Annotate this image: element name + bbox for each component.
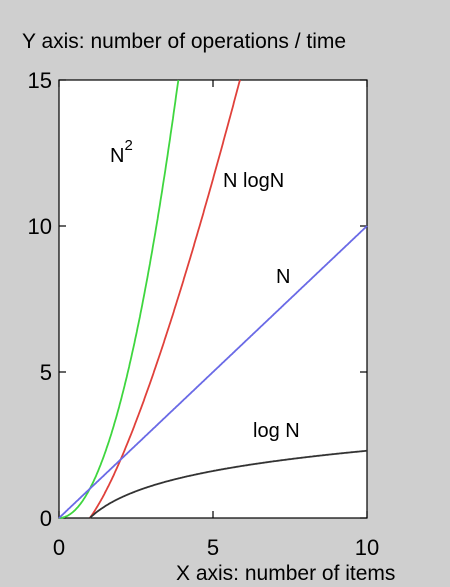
- series-label-log: log N: [253, 420, 300, 442]
- series-line-linear: [58, 225, 368, 519]
- tick-labels: 0 5 10 0 5 10 15: [28, 68, 380, 560]
- series-line-nlogn: [89, 79, 242, 519]
- plot-area: [58, 79, 368, 519]
- y-tick-label: 0: [40, 506, 52, 531]
- y-tick-label: 15: [28, 68, 52, 93]
- series-line-log: [89, 449, 367, 519]
- x-tick-label: 10: [355, 535, 379, 560]
- chart-title: Y axis: number of operations / time: [22, 30, 346, 53]
- axis-ticks: [58, 79, 368, 519]
- x-tick-label: 5: [207, 535, 219, 560]
- series-lines: [58, 79, 368, 519]
- x-tick-label: 0: [53, 535, 65, 560]
- series-label-nlogn: N logN: [223, 170, 284, 192]
- y-tick-label: 5: [40, 360, 52, 385]
- series-label-linear: N: [276, 266, 290, 288]
- x-axis-title: X axis: number of items: [176, 562, 395, 585]
- series-line-square: [59, 79, 180, 519]
- y-tick-label: 10: [28, 214, 52, 239]
- series-label-square: N2: [110, 137, 133, 167]
